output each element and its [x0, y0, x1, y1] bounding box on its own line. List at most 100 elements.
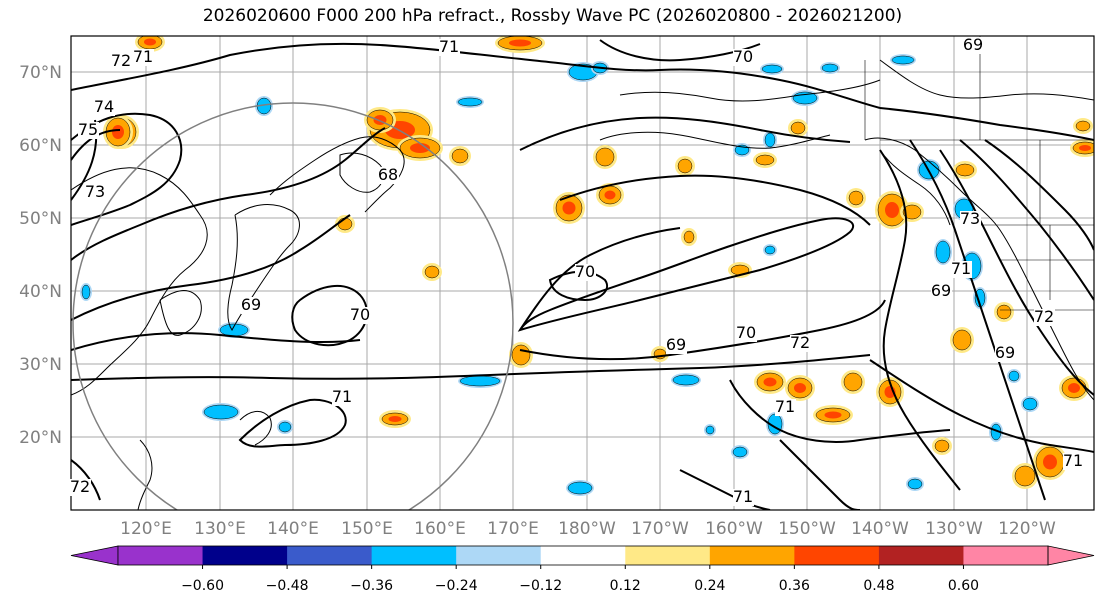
colorbar-segment	[287, 546, 373, 565]
strong-warm-anomaly	[763, 377, 777, 387]
strong-warm-anomaly	[388, 416, 402, 422]
cool-anomaly	[761, 64, 783, 74]
contour-label-bg	[775, 399, 796, 416]
colorbar-tick-label: 0.48	[863, 578, 894, 594]
contour-label: 71	[733, 487, 753, 506]
cool-anomaly	[1022, 397, 1038, 411]
lon-tick-label: 160°W	[705, 519, 763, 539]
colorbar-border	[117, 545, 1049, 566]
lon-tick-label: 140°E	[267, 519, 319, 539]
warm-anomaly	[955, 163, 975, 177]
lat-tick-label: 70°N	[19, 63, 62, 83]
contour-label-bg	[94, 99, 115, 116]
cool-anomaly	[672, 374, 700, 386]
contour-label: 69	[963, 35, 983, 54]
contour-label: 70	[350, 305, 370, 324]
contour-label: 71	[775, 397, 795, 416]
colorbar-segment	[202, 546, 288, 565]
colorbar-segment	[794, 546, 880, 565]
colorbar-tick-label: 0.60	[948, 578, 979, 594]
contour-label-bg	[963, 37, 984, 54]
strong-warm-anomaly	[144, 38, 156, 46]
contour-labels: 7170697172747573687069706970727171717371…	[70, 35, 1084, 506]
contour-label-bg	[111, 53, 132, 70]
contour-label-bg	[378, 167, 399, 184]
contour-label-bg	[241, 297, 262, 314]
cool-anomaly	[732, 446, 748, 458]
warm-anomaly	[902, 204, 922, 220]
colorbar-segment	[878, 546, 964, 565]
warm-anomaly	[1075, 120, 1091, 132]
contour-label-bg	[1063, 453, 1084, 470]
contour-label-bg	[70, 479, 91, 496]
contour-label: 73	[960, 209, 980, 228]
warm-anomaly	[848, 190, 864, 206]
lat-tick-label: 30°N	[19, 355, 62, 375]
contour-label-bg	[78, 122, 99, 139]
cool-anomaly	[821, 63, 839, 73]
warm-anomaly	[337, 217, 353, 231]
contour-label-bg	[960, 211, 981, 228]
contour-label-bg	[1034, 309, 1055, 326]
refractivity-contours	[71, 39, 1094, 510]
lon-tick-label: 150°W	[778, 519, 836, 539]
cool-anomaly	[891, 55, 915, 65]
coastlines	[71, 59, 1094, 510]
warm-anomaly	[424, 265, 440, 279]
cool-anomaly	[764, 245, 776, 255]
contour-label: 70	[575, 262, 595, 281]
cool-anomaly	[81, 284, 91, 300]
cool-anomaly	[907, 478, 923, 490]
colorbar-tick-label: 0.24	[694, 578, 725, 594]
colorbar-extend-low	[70, 545, 119, 566]
lon-tick-label: 120°W	[998, 519, 1056, 539]
contour-label: 72	[1034, 307, 1054, 326]
contour-label-bg	[790, 335, 811, 352]
strong-warm-anomaly	[509, 39, 531, 47]
strong-warm-anomaly	[1043, 454, 1057, 470]
contour-label: 72	[790, 333, 810, 352]
colorbar-segment	[371, 546, 457, 565]
warm-anomaly	[755, 154, 775, 166]
warm-anomaly	[934, 439, 950, 453]
contour-label-bg	[733, 489, 754, 506]
cool-anomaly	[457, 97, 483, 107]
strong-warm-anomaly	[824, 411, 842, 419]
cool-anomaly	[567, 481, 593, 495]
cool-anomaly	[705, 425, 715, 435]
colorbar-tick-label: 0.36	[779, 578, 810, 594]
plot-border	[70, 35, 1095, 511]
strong-warm-anomaly	[794, 383, 806, 393]
contour-label: 68	[378, 165, 398, 184]
contour-label-bg	[995, 345, 1016, 362]
contour-label: 71	[133, 47, 153, 66]
contour-label-bg	[439, 39, 460, 56]
contour-label: 71	[439, 37, 459, 56]
map-title: 2026020600 F000 200 hPa refract., Rossby…	[202, 6, 903, 26]
lat-tick-label: 50°N	[19, 209, 62, 229]
lat-tick-label: 20°N	[19, 428, 62, 448]
warm-anomaly	[843, 372, 863, 392]
contour-label: 71	[951, 259, 971, 278]
lon-tick-label: 120°E	[120, 519, 172, 539]
contour-label-bg	[85, 184, 106, 201]
contour-label: 70	[736, 323, 756, 342]
contour-label-bg	[733, 49, 754, 66]
contour-label-bg	[350, 307, 371, 324]
latitude-labels: 70°N 60°N 50°N 40°N 30°N 20°N	[19, 63, 62, 448]
cool-anomaly	[935, 240, 951, 264]
lat-tick-label: 60°N	[19, 136, 62, 156]
strong-warm-anomaly	[410, 143, 430, 153]
colorbar-segment	[963, 546, 1049, 565]
region-circle	[72, 102, 514, 510]
lon-tick-label: 140°W	[851, 519, 909, 539]
warm-anomaly	[677, 158, 693, 174]
colorbar-tick-label: −0.12	[519, 578, 562, 594]
warm-anomaly	[952, 329, 972, 351]
contour-label: 72	[70, 477, 90, 496]
colorbar-ticks: −0.60 −0.48 −0.36 −0.24 −0.12 0.12 0.24 0.36 0.4…	[181, 565, 979, 594]
contour-label-bg	[951, 261, 972, 278]
strong-warm-anomaly	[1079, 145, 1091, 151]
lon-tick-label: 130°W	[925, 519, 983, 539]
contour-label: 74	[94, 97, 114, 116]
